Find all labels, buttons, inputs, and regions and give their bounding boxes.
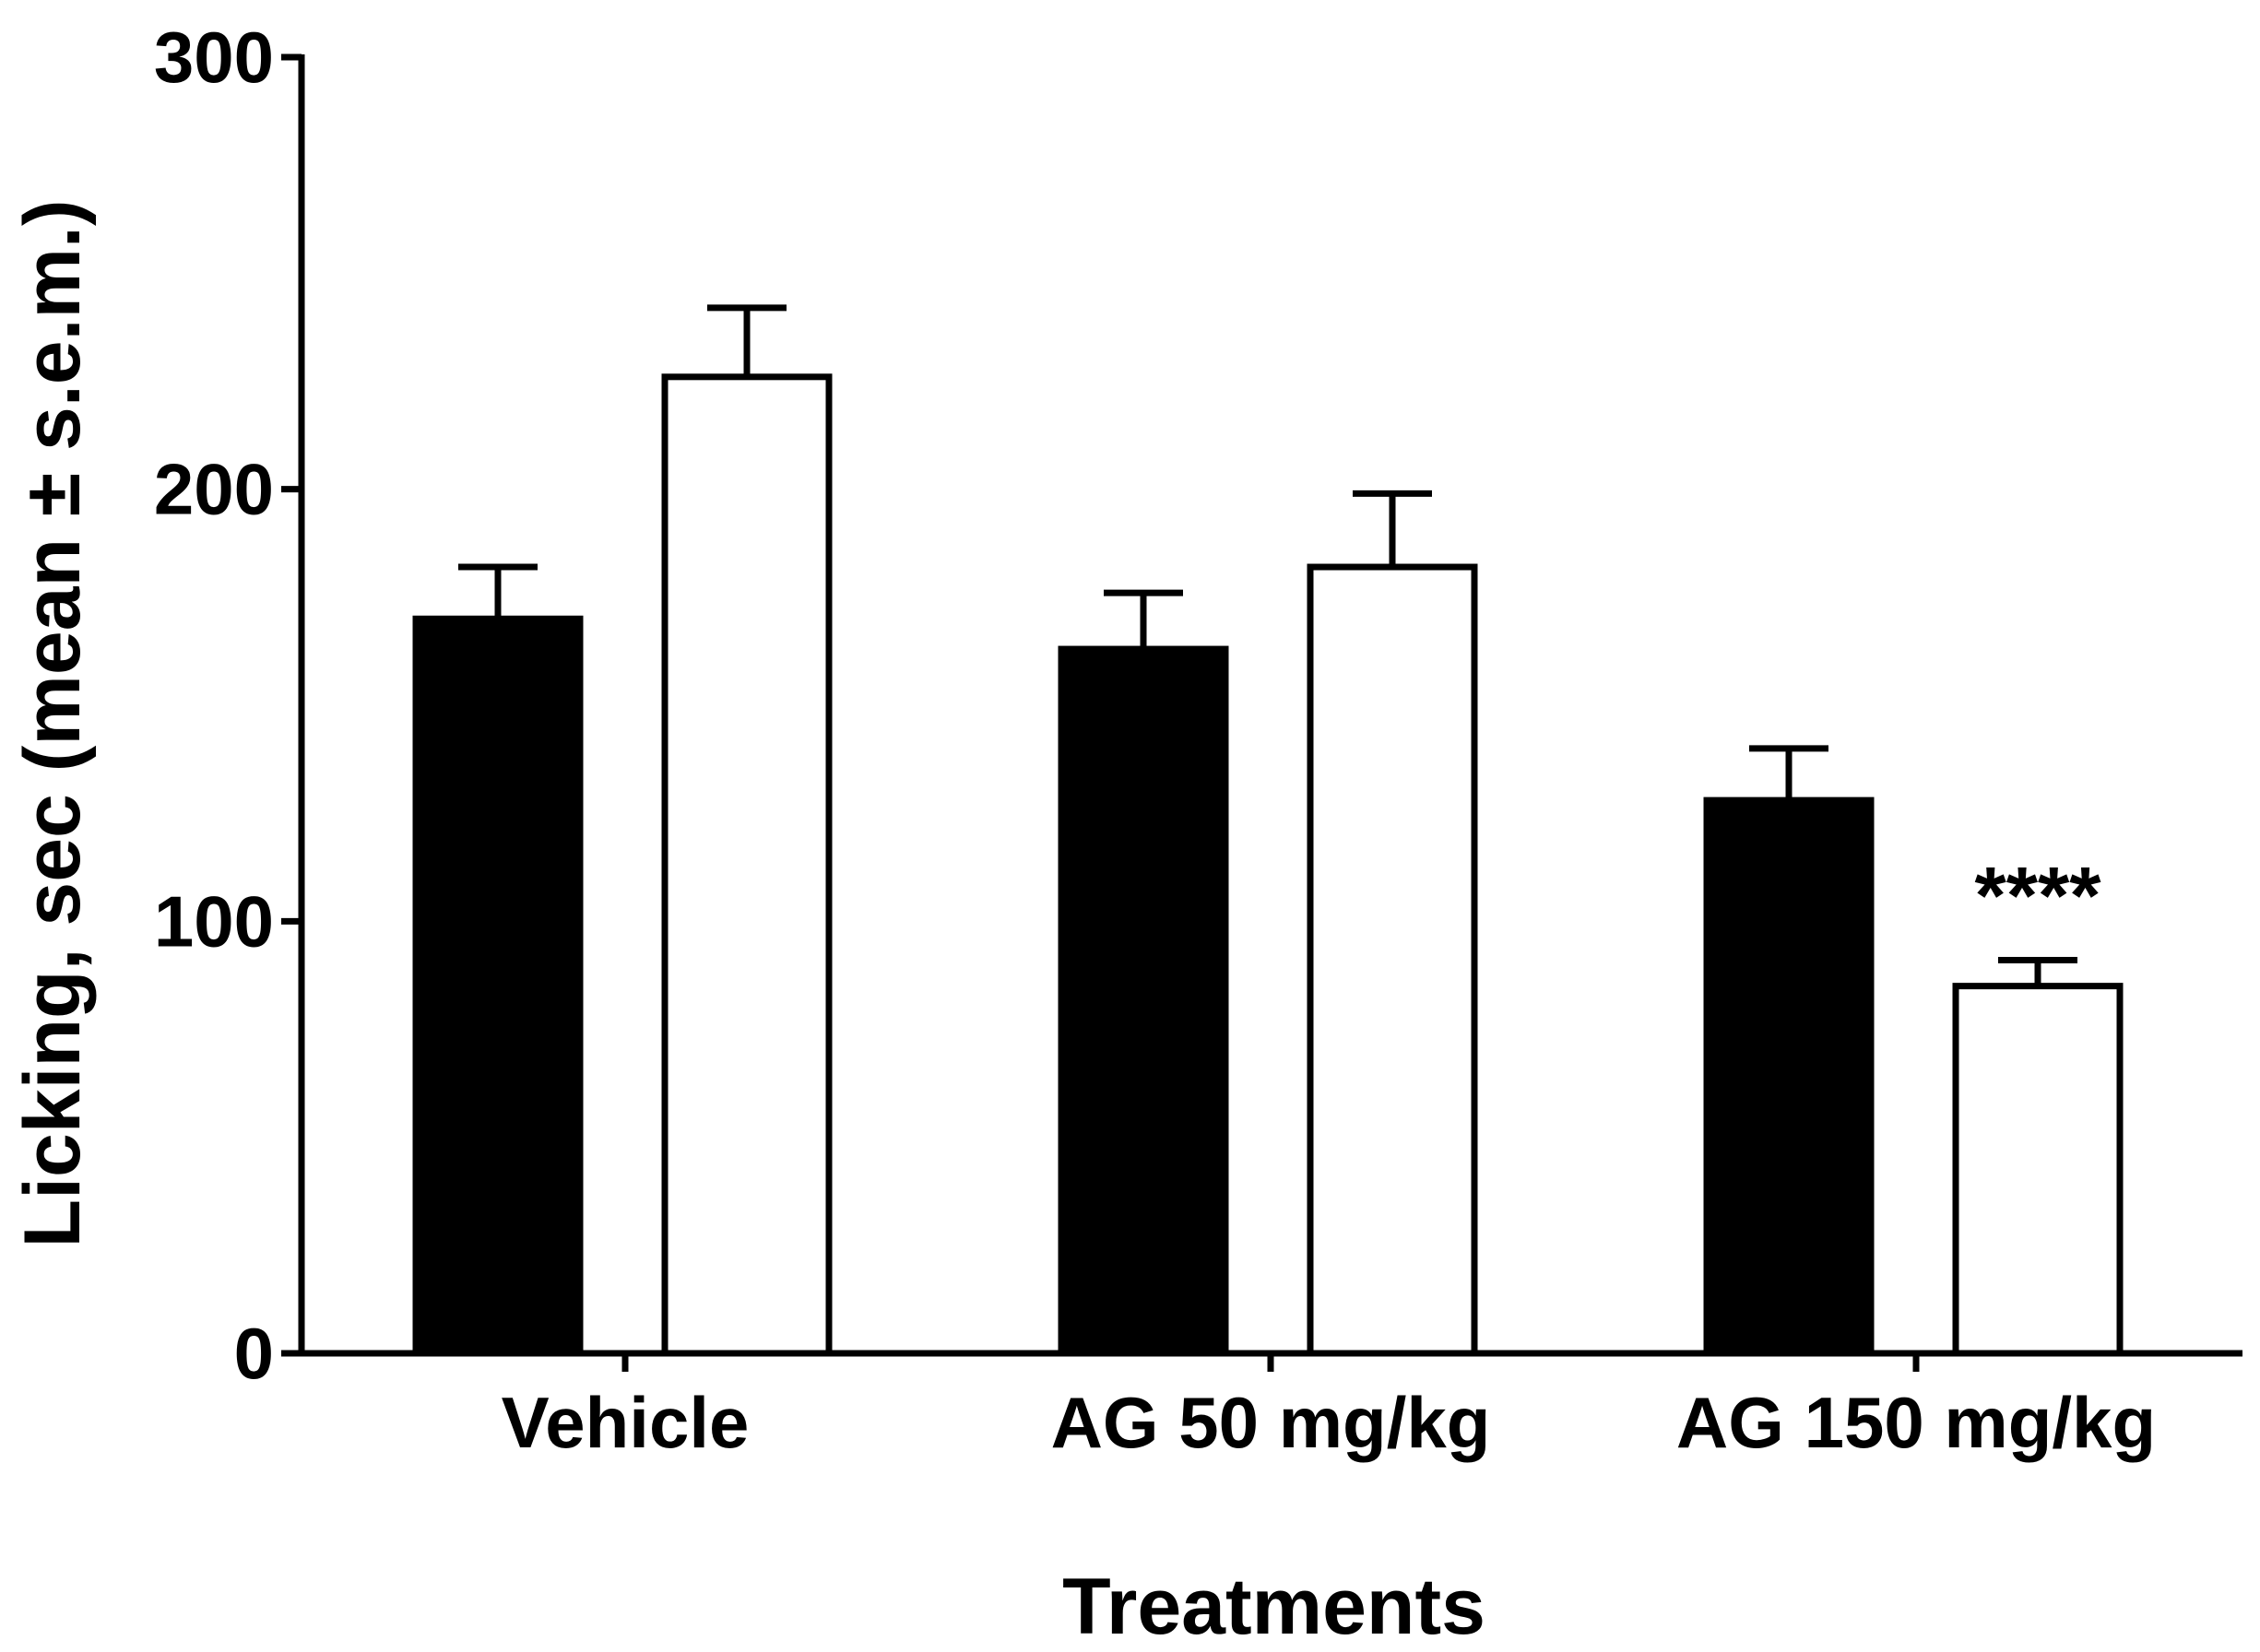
x-category-label-1: AG 50 mg/kg bbox=[1051, 1382, 1491, 1463]
bar-series1-1 bbox=[1058, 645, 1229, 1357]
y-tick-label-0: 0 bbox=[234, 1313, 274, 1394]
y-tick-label-100: 100 bbox=[154, 880, 274, 962]
y-axis-title: Licking, sec (mean ± s.e.m.) bbox=[8, 200, 97, 1248]
bar-series2-2 bbox=[1952, 983, 2124, 1357]
y-tick-label-300: 300 bbox=[154, 17, 274, 98]
axes-layer bbox=[281, 53, 2242, 1372]
x-axis-title: Treatments bbox=[1062, 1563, 1485, 1651]
bar-series1-0 bbox=[412, 615, 584, 1357]
x-category-label-0: Vehicle bbox=[502, 1382, 750, 1463]
bar-series2-0 bbox=[661, 373, 833, 1357]
y-tick-label-200: 200 bbox=[154, 449, 274, 530]
x-category-label-2: AG 150 mg/kg bbox=[1676, 1382, 2156, 1463]
labels-layer: 0 100 200 300 Vehicle AG 50 mg/kg AG 150 mg/kg… bbox=[8, 17, 2156, 1651]
bars-layer bbox=[412, 373, 2124, 1357]
bar-series1-2 bbox=[1703, 796, 1875, 1357]
error-bars-layer bbox=[458, 304, 2077, 986]
bar-series2-1 bbox=[1307, 563, 1478, 1357]
significance-annotation-0: **** bbox=[1975, 850, 2102, 941]
